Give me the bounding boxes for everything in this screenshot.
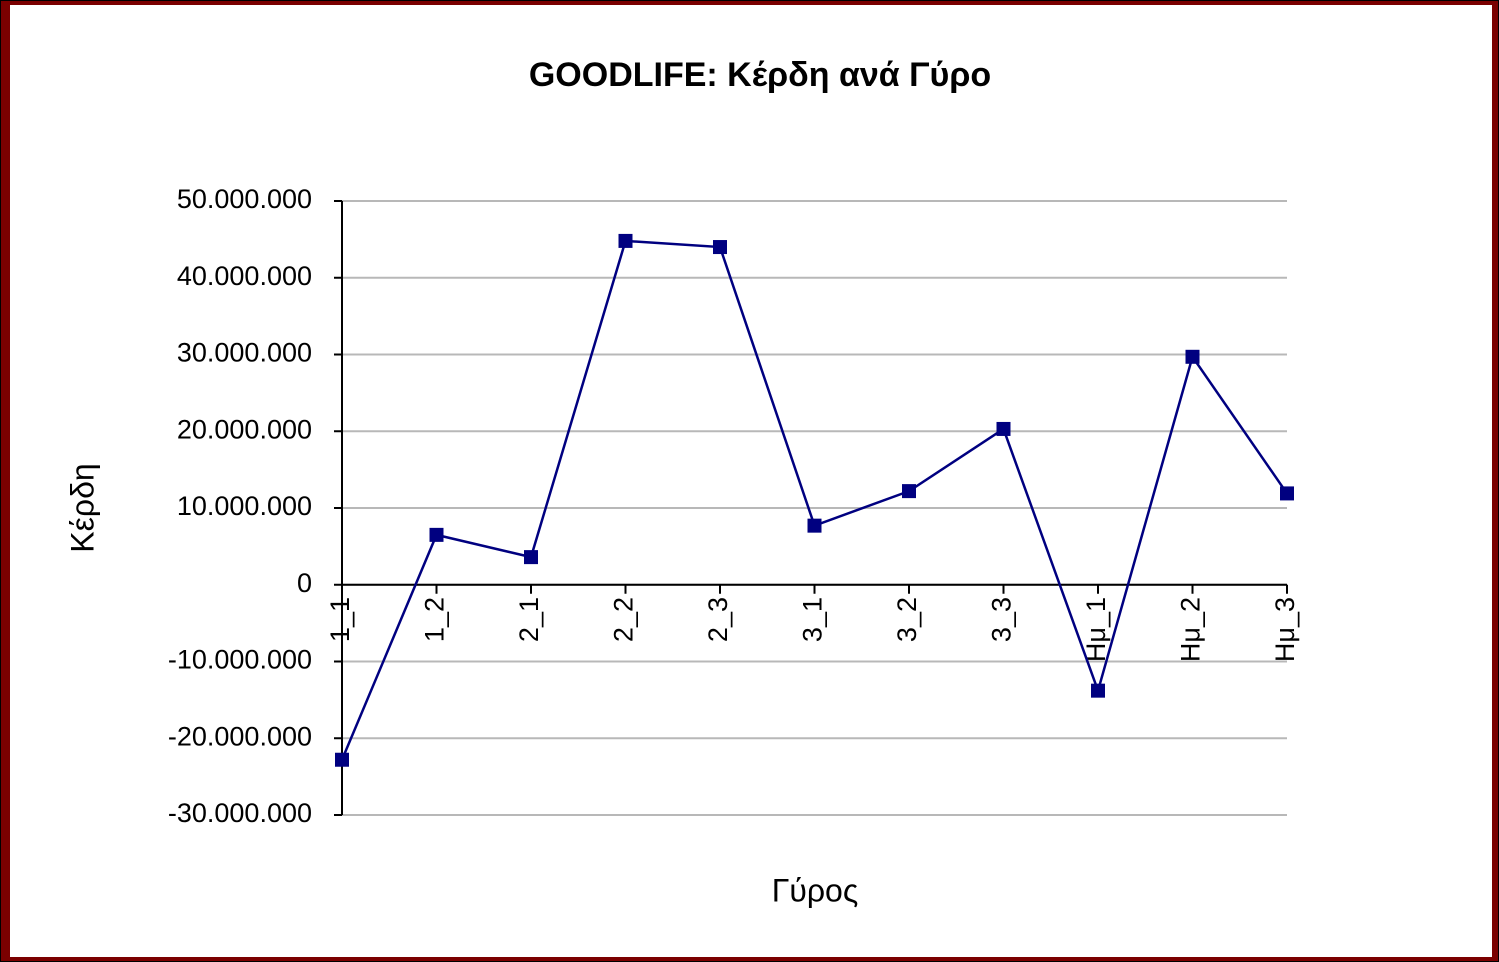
x-tick-label: Hμ_3 bbox=[1270, 597, 1300, 662]
y-tick-label: 10.000.000 bbox=[177, 491, 312, 521]
y-tick-label: 40.000.000 bbox=[177, 261, 312, 291]
data-point bbox=[335, 752, 349, 767]
data-point bbox=[807, 518, 822, 533]
y-tick-label: 50.000.000 bbox=[177, 184, 312, 214]
data-point bbox=[713, 240, 727, 255]
data-point bbox=[1185, 349, 1200, 364]
y-tick-label: 20.000.000 bbox=[177, 414, 312, 444]
x-tick-label: 2_3 bbox=[703, 597, 733, 642]
y-tick-label: -10.000.000 bbox=[168, 645, 312, 675]
x-tick-label: Hμ_2 bbox=[1176, 597, 1206, 662]
data-point bbox=[902, 484, 916, 499]
x-tick-label: 2_2 bbox=[609, 597, 639, 642]
chart-area bbox=[10, 5, 1492, 957]
x-tick-label: 1_1 bbox=[325, 597, 355, 642]
data-point bbox=[524, 550, 538, 565]
chart-title: GOODLIFE: Κέρδη ανά Γύρο bbox=[529, 56, 991, 94]
data-point bbox=[618, 233, 633, 248]
data-point bbox=[1280, 486, 1294, 501]
y-tick-label: -30.000.000 bbox=[168, 798, 312, 828]
x-axis-label: Γύρος bbox=[772, 872, 859, 908]
x-tick-label: 3_1 bbox=[798, 597, 828, 642]
y-tick-label: 0 bbox=[297, 568, 312, 598]
data-point bbox=[1091, 683, 1105, 698]
x-tick-label: 3_2 bbox=[892, 597, 922, 642]
x-tick-label: 3_3 bbox=[987, 597, 1017, 642]
x-tick-label: 1_2 bbox=[420, 597, 450, 642]
y-tick-label: 30.000.000 bbox=[177, 338, 312, 368]
x-tick-label: 2_1 bbox=[514, 597, 544, 642]
y-tick-label: -20.000.000 bbox=[168, 721, 312, 751]
x-tick-label: Hμ_1 bbox=[1081, 597, 1111, 662]
data-point bbox=[429, 527, 444, 542]
data-point bbox=[996, 421, 1011, 436]
y-axis-label: Κέρδη bbox=[64, 463, 100, 552]
